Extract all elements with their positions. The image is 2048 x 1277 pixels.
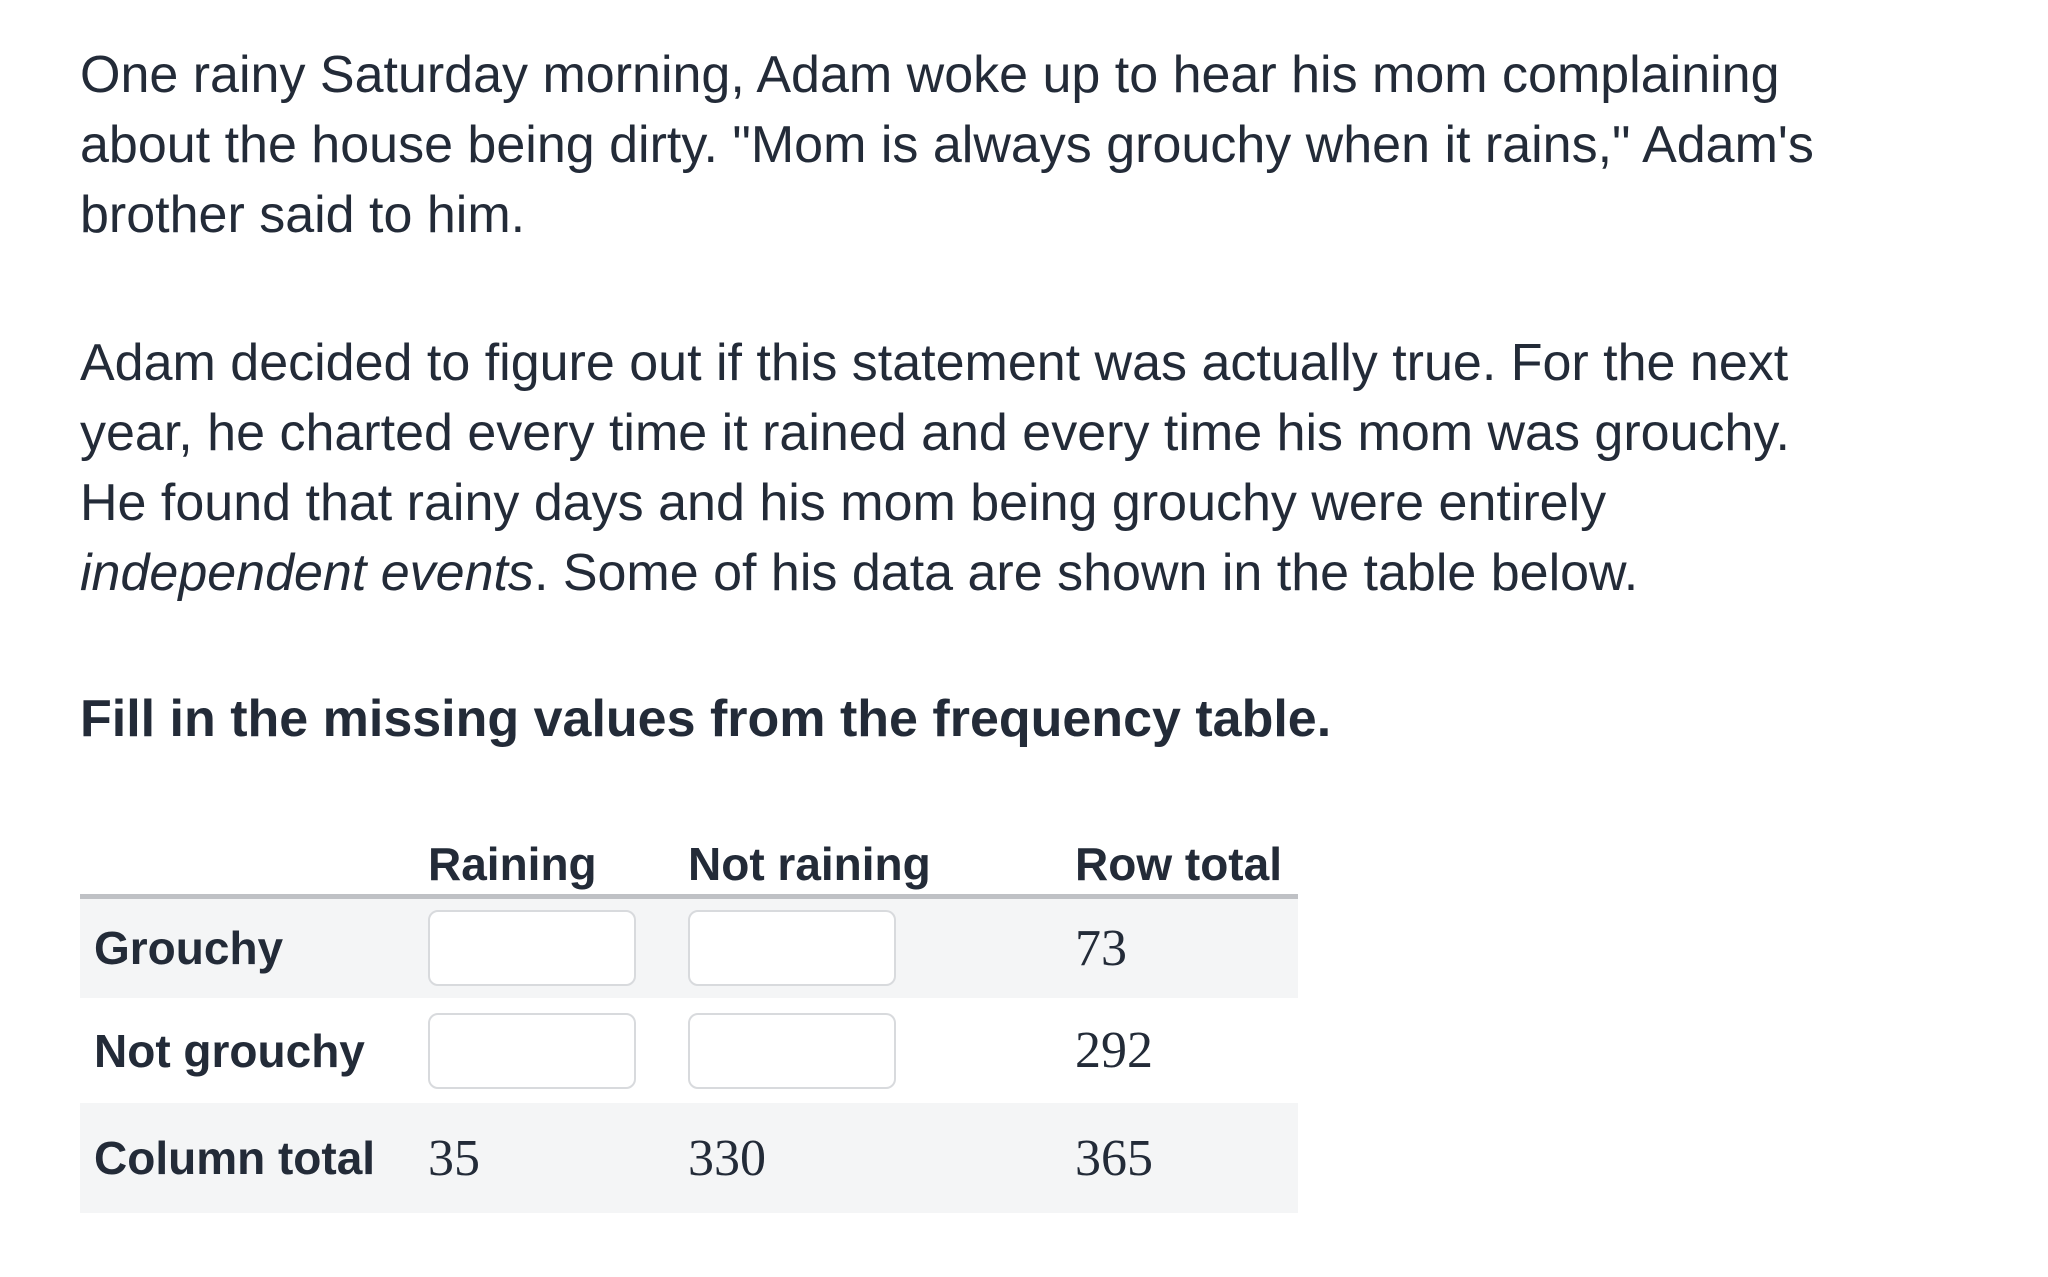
not-grouchy-not-raining-input[interactable] bbox=[688, 1012, 896, 1089]
exercise-content: One rainy Saturday morning, Adam woke up… bbox=[80, 40, 2008, 1213]
independent-events-italic: independent events bbox=[80, 544, 534, 602]
grouchy-not-raining-input[interactable] bbox=[688, 910, 896, 987]
col-header-raining: Raining bbox=[428, 834, 688, 899]
table-row-grouchy: Grouchy 73 bbox=[80, 896, 1298, 998]
problem-paragraph-1: One rainy Saturday morning, Adam woke up… bbox=[80, 40, 2008, 250]
header-row: Raining Not raining Row total bbox=[80, 834, 1298, 899]
corner-cell bbox=[80, 834, 428, 899]
not-grouchy-not-raining-cell bbox=[688, 998, 1075, 1103]
table-row-column-total: Column total 35 330 365 bbox=[80, 1103, 1298, 1213]
frequency-table: Raining Not raining Row total Grouchy 73… bbox=[80, 834, 1298, 1213]
instruction-heading: Fill in the missing values from the freq… bbox=[80, 690, 1332, 748]
problem-paragraph-2: Adam decided to figure out if this state… bbox=[80, 328, 2008, 608]
not-grouchy-raining-cell bbox=[428, 998, 688, 1103]
problem-paragraph-1-text: One rainy Saturday morning, Adam woke up… bbox=[80, 46, 1814, 244]
not-grouchy-row-total-value: 292 bbox=[1075, 1022, 1153, 1079]
column-total-not-raining-value: 330 bbox=[688, 1129, 766, 1187]
row-label-column-total: Column total bbox=[94, 1132, 376, 1184]
col-header-not-raining: Not raining bbox=[688, 834, 1075, 899]
table-row-not-grouchy: Not grouchy 292 bbox=[80, 998, 1298, 1103]
col-header-row-total: Row total bbox=[1075, 834, 1298, 899]
problem-paragraph-2-text-end: . Some of his data are shown in the tabl… bbox=[533, 544, 1639, 602]
row-label-grouchy: Grouchy bbox=[94, 922, 284, 975]
not-grouchy-raining-input[interactable] bbox=[428, 1012, 636, 1089]
grouchy-raining-cell bbox=[428, 896, 688, 998]
grouchy-row-total-value: 73 bbox=[1075, 919, 1127, 977]
column-total-raining-value: 35 bbox=[428, 1129, 480, 1187]
row-label-not-grouchy: Not grouchy bbox=[94, 1024, 365, 1077]
grouchy-raining-input[interactable] bbox=[428, 910, 636, 987]
problem-paragraph-2-text-start: Adam decided to figure out if this state… bbox=[80, 334, 1791, 532]
grouchy-not-raining-cell bbox=[688, 896, 1075, 998]
column-total-row-total-value: 365 bbox=[1075, 1129, 1153, 1187]
